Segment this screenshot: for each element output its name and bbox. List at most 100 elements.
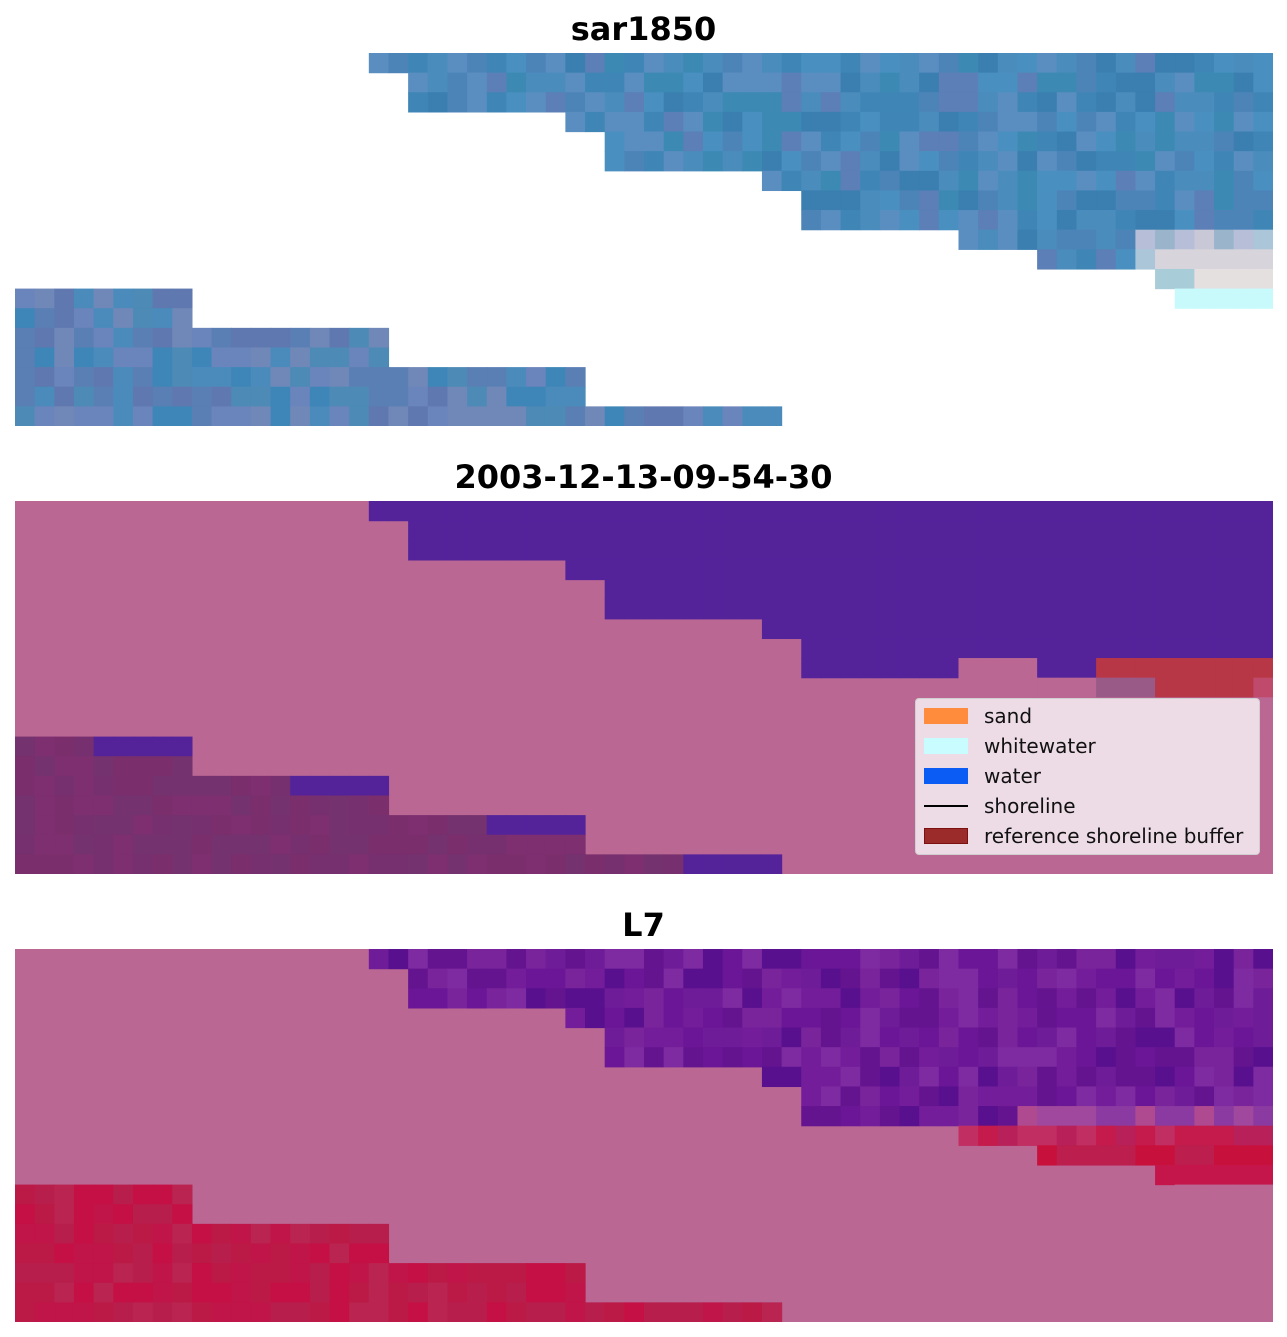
class-pixel <box>722 599 743 620</box>
index-pixel <box>624 1027 645 1048</box>
index-pixel <box>1214 1106 1235 1127</box>
sar-pixel <box>722 92 743 113</box>
sar-pixel <box>349 406 370 426</box>
class-pixel <box>1037 618 1058 640</box>
sar-pixel <box>408 92 429 113</box>
sar-pixel <box>879 151 901 172</box>
class-pixel <box>93 795 114 816</box>
sar-pixel <box>702 72 724 93</box>
class-pixel <box>958 520 979 541</box>
sar-pixel <box>997 131 1019 152</box>
index-pixel <box>1037 1047 1058 1068</box>
index-pixel <box>722 988 743 1009</box>
index-pixel <box>919 1066 940 1088</box>
index-pixel <box>349 1243 370 1264</box>
index-pixel <box>172 1243 193 1264</box>
class-pixel <box>1214 677 1235 698</box>
class-pixel <box>1096 501 1117 522</box>
index-pixel <box>1253 1086 1273 1107</box>
sar-pixel <box>1076 210 1097 231</box>
index-pixel <box>231 1282 252 1303</box>
index-pixel <box>467 988 488 1009</box>
reference-buffer-swatch <box>924 828 968 844</box>
index-pixel <box>663 988 684 1009</box>
sar-pixel <box>604 111 625 133</box>
class-pixel <box>1174 540 1195 561</box>
class-pixel <box>761 540 783 561</box>
sar-pixel <box>1253 268 1273 290</box>
index-pixel <box>919 1106 940 1127</box>
sar-pixel <box>408 406 429 426</box>
class-pixel <box>545 501 566 522</box>
index-pixel <box>1135 949 1156 970</box>
sar-pixel <box>1135 53 1156 74</box>
class-pixel <box>801 520 822 541</box>
sar-pixel <box>329 386 350 407</box>
index-pixel <box>761 1302 783 1322</box>
index-pixel <box>15 1263 36 1284</box>
index-pixel <box>1174 1106 1195 1127</box>
sar-pixel <box>368 53 390 74</box>
sar-pixel <box>408 386 429 407</box>
index-pixel <box>1253 1066 1273 1088</box>
index-pixel <box>820 1007 842 1029</box>
class-pixel <box>1155 540 1176 561</box>
index-pixel <box>467 949 488 970</box>
sar-pixel <box>820 92 842 113</box>
index-pixel <box>290 1302 311 1322</box>
index-pixel <box>1174 1164 1195 1186</box>
index-pixel <box>585 988 606 1009</box>
sar-pixel <box>879 111 901 133</box>
index-pixel <box>1194 988 1215 1009</box>
sar-pixel <box>447 406 468 426</box>
index-pixel <box>545 1302 566 1322</box>
sar-pixel <box>860 92 881 113</box>
sar-pixel <box>801 170 822 192</box>
index-pixel <box>113 1204 134 1225</box>
index-pixel <box>506 949 527 970</box>
class-pixel <box>1194 540 1215 561</box>
class-pixel <box>526 501 547 522</box>
sar-pixel <box>820 170 842 192</box>
class-pixel <box>506 520 527 541</box>
class-pixel <box>879 658 901 679</box>
sar-pixel <box>997 53 1019 74</box>
class-pixel <box>152 795 173 816</box>
class-pixel <box>132 815 154 836</box>
sar-pixel <box>54 308 75 329</box>
class-pixel <box>938 520 960 541</box>
sar-pixel <box>742 406 763 426</box>
sar-pixel <box>250 327 272 349</box>
class-pixel <box>309 854 331 874</box>
index-pixel <box>1096 988 1117 1009</box>
sar-pixel <box>270 386 291 407</box>
class-pixel <box>1056 540 1078 561</box>
class-pixel <box>1017 638 1038 659</box>
class-pixel <box>526 854 547 874</box>
index-pixel <box>899 1086 920 1107</box>
class-pixel <box>860 599 881 620</box>
class-pixel <box>938 599 960 620</box>
index-pixel <box>801 1066 822 1088</box>
class-pixel <box>447 501 468 522</box>
index-pixel <box>958 988 979 1009</box>
sar-pixel <box>899 210 920 231</box>
class-pixel <box>801 559 822 581</box>
sar-pixel <box>1174 72 1195 93</box>
sar-pixel <box>919 72 940 93</box>
class-pixel <box>781 501 802 522</box>
index-pixel <box>1076 1145 1097 1166</box>
class-pixel <box>1076 559 1097 581</box>
index-pixel <box>624 1007 645 1029</box>
sar-pixel <box>93 308 114 329</box>
class-pixel <box>1253 638 1273 659</box>
index-pixel <box>1096 1007 1117 1029</box>
class-pixel <box>1233 501 1254 522</box>
class-pixel <box>683 501 704 522</box>
class-pixel <box>1214 618 1235 640</box>
class-pixel <box>1253 677 1273 698</box>
index-pixel <box>1233 1047 1254 1068</box>
index-pixel <box>1214 1066 1235 1088</box>
sar-pixel <box>1017 170 1038 192</box>
index-pixel <box>1056 1106 1078 1127</box>
